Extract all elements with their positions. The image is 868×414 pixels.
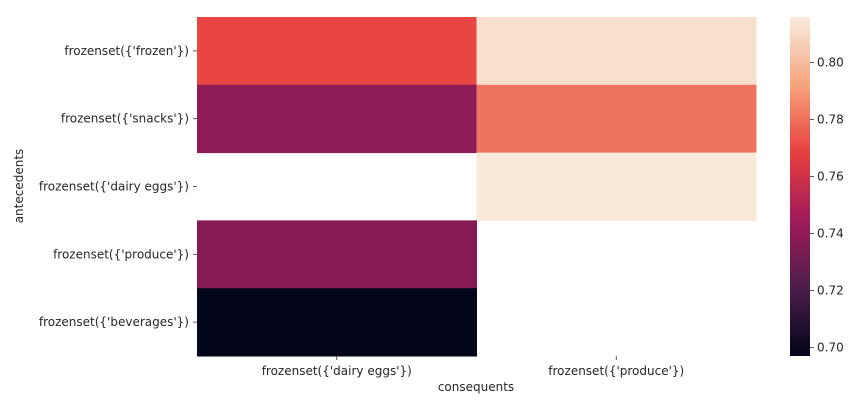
heatmap-cell <box>197 288 477 357</box>
heatmap-cell <box>197 220 477 289</box>
x-tick-label: frozenset({'dairy eggs'}) <box>262 364 412 378</box>
y-axis-label: antecedents <box>12 149 26 224</box>
heatmap-cell <box>476 17 757 86</box>
x-tick-label: frozenset({'produce'}) <box>548 364 684 378</box>
x-axis-ticks: frozenset({'dairy eggs'}) frozenset({'pro… <box>262 356 684 378</box>
colorbar-tick-label: 0.70 <box>817 340 844 354</box>
colorbar-ticks: 0.70 0.72 0.74 0.76 0.78 0.80 <box>810 56 844 354</box>
y-tick-label: frozenset({'frozen'}) <box>64 44 189 58</box>
heatmap-cell <box>197 17 477 86</box>
y-tick-label: frozenset({'snacks'}) <box>61 112 189 126</box>
heatmap-cell <box>476 84 757 154</box>
y-axis-ticks: frozenset({'frozen'}) frozenset({'snacks'… <box>39 44 197 329</box>
colorbar-tick-label: 0.74 <box>817 227 844 241</box>
colorbar-tick-label: 0.78 <box>817 113 844 127</box>
y-tick-label: frozenset({'produce'}) <box>53 247 189 261</box>
heatmap-cell <box>476 152 757 221</box>
colorbar-tick-label: 0.72 <box>817 283 844 297</box>
colorbar-tick-label: 0.80 <box>817 56 844 70</box>
colorbar <box>790 17 810 356</box>
heatmap-cells <box>197 17 757 357</box>
y-tick-label: frozenset({'beverages'}) <box>39 315 189 329</box>
heatmap-cell <box>197 84 477 154</box>
y-tick-label: frozenset({'dairy eggs'}) <box>39 180 189 194</box>
colorbar-tick-label: 0.76 <box>817 170 844 184</box>
x-axis-label: consequents <box>438 380 514 394</box>
